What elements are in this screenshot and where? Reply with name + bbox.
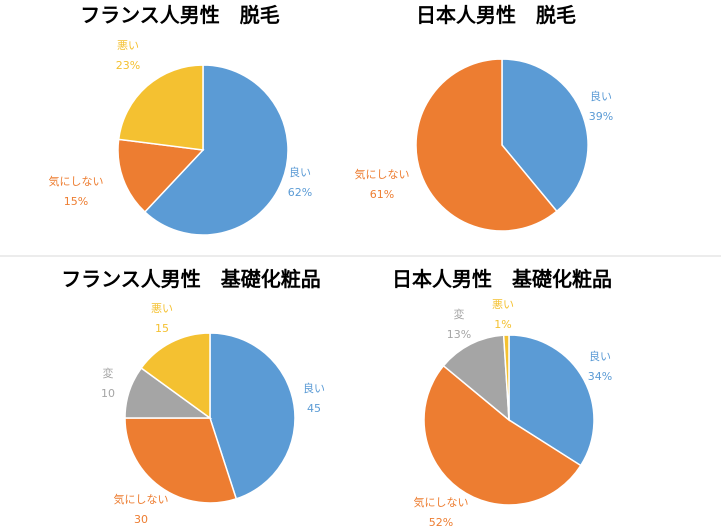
pie-slice-dont-care [117, 138, 205, 214]
pie-slice-bad [502, 334, 510, 421]
pie-chart-japan-hair-removal: 日本人男性 脱毛 良い 39% 気にしない 61% [355, 3, 613, 232]
pie-chart-japan-skincare: 日本人男性 基礎化粧品 良い 34% 気にしない 52% 変 13% 悪い 1% [392, 267, 612, 529]
slice-label-bad: 悪い [492, 298, 514, 311]
slice-label-good: 良い [589, 349, 611, 363]
slice-value-weird: 10 [101, 387, 115, 400]
pie-slice-good [209, 332, 296, 500]
chart-title: フランス人男性 基礎化粧品 [61, 267, 321, 291]
chart-title: フランス人男性 脱毛 [80, 3, 280, 27]
slice-value-weird: 13% [447, 328, 471, 341]
slice-value-good: 39% [589, 110, 613, 123]
chart-title: 日本人男性 基礎化粧品 [392, 267, 612, 291]
slice-value-dont-care: 15% [64, 195, 88, 208]
slice-value-bad: 1% [494, 318, 511, 331]
pie-slice-good [501, 58, 589, 213]
slice-label-weird: 変 [103, 366, 114, 380]
slice-label-good: 良い [590, 89, 612, 103]
slice-label-good: 良い [303, 381, 325, 395]
slice-label-dont-care: 気にしない [114, 492, 169, 506]
pie-slice-dont-care [423, 364, 582, 506]
slice-label-dont-care: 気にしない [49, 174, 104, 188]
pie-slice-dont-care [415, 58, 558, 232]
slice-label-weird: 変 [454, 307, 465, 321]
pie-slice-good [143, 64, 289, 236]
slice-value-bad: 15 [155, 322, 169, 335]
slice-value-bad: 23% [116, 59, 140, 72]
pie-chart-france-skincare: フランス人男性 基礎化粧品 良い 45 気にしない 30 変 10 悪い 15 [61, 267, 325, 526]
slice-label-bad: 悪い [151, 302, 173, 315]
slice-value-dont-care: 30 [134, 513, 148, 526]
slice-label-dont-care: 気にしない [355, 167, 410, 181]
slice-label-dont-care: 気にしない [414, 495, 469, 509]
chart-title: 日本人男性 脱毛 [416, 3, 576, 27]
slice-value-dont-care: 61% [370, 188, 394, 201]
slice-label-bad: 悪い [117, 39, 139, 52]
pie-slice-bad [117, 64, 204, 151]
pie-slice-dont-care [124, 417, 238, 504]
pie-slice-bad [140, 332, 211, 420]
slice-value-dont-care: 52% [429, 516, 453, 529]
slice-value-good: 45 [307, 402, 321, 415]
slice-label-good: 良い [289, 165, 311, 179]
slice-value-good: 34% [588, 370, 612, 383]
pie-slice-weird [442, 334, 510, 422]
slice-value-good: 62% [288, 186, 312, 199]
pie-chart-france-hair-removal: フランス人男性 脱毛 良い 62% 気にしない 15% 悪い 23% [49, 3, 312, 236]
